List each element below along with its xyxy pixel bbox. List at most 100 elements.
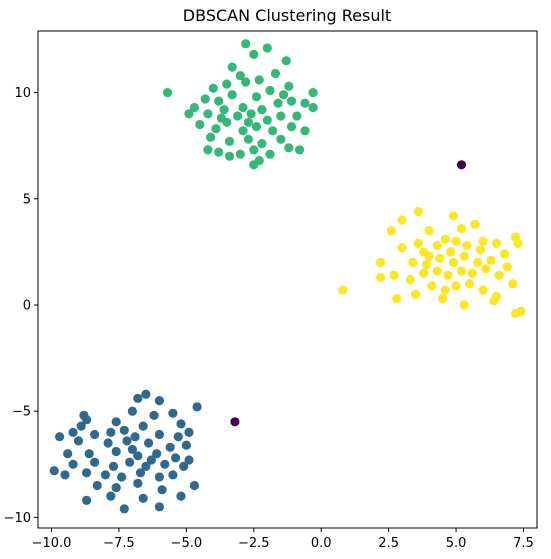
scatter-point (262, 43, 272, 53)
scatter-point (281, 56, 291, 66)
scatter-point (138, 421, 148, 431)
scatter-point (413, 238, 423, 248)
scatter-point (405, 274, 415, 285)
scatter-point (257, 139, 267, 149)
scatter-point (103, 438, 113, 448)
scatter-point (165, 442, 175, 452)
scatter-point (63, 449, 73, 459)
scatter-point (411, 289, 421, 299)
scatter-point (200, 94, 210, 104)
scatter-point (268, 126, 278, 136)
scatter-point (435, 253, 445, 263)
scatter-point (249, 160, 259, 170)
scatter-point (451, 236, 461, 246)
scatter-point (470, 219, 480, 229)
scatter-point (76, 421, 86, 431)
x-tick-label: −2.5 (238, 536, 270, 551)
scatter-point (82, 415, 92, 425)
scatter-point (206, 132, 216, 142)
scatter-point (249, 145, 259, 155)
scatter-point (446, 247, 456, 257)
scatter-point (246, 109, 256, 119)
scatter-point (459, 251, 469, 261)
scatter-point (92, 480, 102, 491)
y-tick-label: −5 (12, 405, 31, 420)
scatter-point (408, 257, 418, 268)
scatter-point (438, 294, 448, 304)
scatter-point (456, 223, 467, 234)
scatter-point (262, 115, 272, 125)
scatter-point (257, 105, 267, 115)
scatter-point (135, 468, 146, 478)
chart-title: DBSCAN Clustering Result (183, 6, 391, 25)
scatter-point (195, 119, 205, 130)
scatter-point (295, 145, 305, 155)
scatter-point (273, 98, 283, 108)
scatter-point (489, 296, 499, 306)
scatter-point (100, 470, 110, 480)
scatter-point (154, 429, 164, 440)
x-tick-label: 7.5 (513, 536, 534, 551)
scatter-point (133, 451, 143, 461)
scatter-point (176, 419, 186, 429)
y-tick-label: −10 (4, 511, 31, 526)
scatter-point (184, 427, 194, 437)
scatter-point (157, 485, 167, 495)
scatter-point (448, 257, 458, 268)
scatter-point (146, 455, 156, 465)
scatter-point (224, 136, 235, 146)
scatter-point (424, 226, 434, 236)
scatter-point (300, 98, 310, 108)
scatter-point (440, 234, 450, 244)
scatter-point (125, 457, 135, 467)
scatter-point (203, 145, 213, 155)
scatter-point (265, 149, 275, 159)
scatter-point (376, 257, 386, 268)
y-tick-label: 10 (14, 86, 31, 101)
scatter-point (192, 402, 202, 412)
scatter-point (308, 102, 318, 113)
scatter-point (184, 109, 194, 119)
scatter-point (286, 122, 297, 132)
scatter-point (486, 255, 496, 265)
scatter-point (235, 71, 245, 81)
scatter-point (516, 306, 526, 316)
scatter-point (179, 461, 189, 471)
scatter-point (459, 300, 469, 310)
scatter-point (227, 90, 237, 100)
scatter-point (117, 472, 127, 482)
x-tick-label: 0.0 (311, 536, 332, 551)
scatter-point (55, 432, 65, 442)
scatter-point (73, 436, 84, 446)
scatter-point (292, 111, 302, 121)
scatter-point (251, 122, 262, 132)
scatter-point (440, 285, 450, 295)
scatter-point (443, 270, 453, 280)
x-tick-label: −10.0 (32, 536, 72, 551)
scatter-point (119, 504, 129, 514)
scatter-point (276, 134, 286, 144)
scatter-point (230, 417, 240, 427)
scatter-point (308, 88, 318, 98)
scatter-point (389, 270, 399, 280)
scatter-point (238, 126, 248, 136)
scatter-point (249, 49, 259, 60)
scatter-point (478, 236, 488, 246)
scatter-point (276, 111, 286, 121)
scatter-point (122, 436, 132, 446)
scatter-point (233, 111, 243, 121)
scatter-point (203, 109, 213, 119)
scatter-point (181, 440, 191, 450)
scatter-point (473, 257, 483, 268)
scatter-point (168, 408, 178, 418)
scatter-point (138, 493, 148, 503)
scatter-point (189, 480, 199, 491)
scatter-point (224, 151, 235, 161)
scatter-point (254, 75, 264, 85)
scatter-point (508, 279, 518, 289)
scatter-point (111, 483, 121, 493)
scatter-point (432, 266, 442, 276)
axes-layer: −10.0 −7.5 −5.0 −2.5 0.0 2.5 5.0 7.5 −10 −5 0 5 10 (4, 30, 538, 551)
scatter-point (392, 294, 402, 304)
x-tick-label: −7.5 (103, 536, 135, 551)
